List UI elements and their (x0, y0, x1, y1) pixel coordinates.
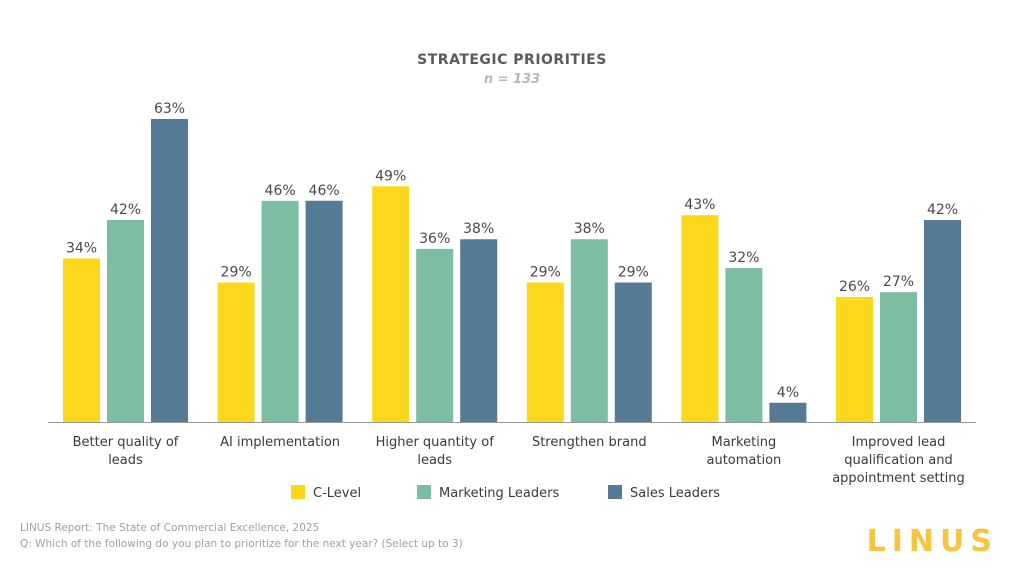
legend-label-2: Marketing Leaders (439, 486, 559, 501)
bar-4-1 (526, 282, 564, 422)
bar-6-1 (836, 296, 873, 422)
value-label-2-1: 29% (221, 265, 252, 281)
category-label-6-line-1: Improved lead (852, 435, 946, 450)
value-label-3-2: 36% (419, 231, 450, 247)
category-label-3-line-2: leads (417, 453, 452, 468)
bars-group (63, 119, 961, 422)
value-label-1-3: 63% (154, 101, 185, 117)
legend-swatch-1 (291, 485, 305, 499)
chart-title: STRATEGIC PRIORITIES (417, 52, 607, 68)
legend-swatch-3 (608, 485, 622, 499)
footer-source: LINUS Report: The State of Commercial Ex… (20, 522, 319, 534)
category-label-5-line-1: Marketing (712, 435, 777, 450)
bar-3-2 (416, 248, 454, 422)
footer-question: Q: Which of the following do you plan to… (20, 538, 463, 550)
bar-1-2 (107, 220, 144, 422)
legend: C-Level Marketing Leaders Sales Leaders (291, 485, 720, 501)
bar-2-1 (217, 282, 255, 422)
category-label-2-line-1: AI implementation (220, 435, 340, 450)
bar-2-3 (305, 200, 343, 422)
value-label-4-3: 29% (618, 265, 649, 281)
value-label-3-3: 38% (463, 221, 494, 237)
value-label-4-2: 38% (574, 221, 605, 237)
bar-4-2 (570, 239, 608, 422)
value-label-2-3: 46% (309, 183, 340, 199)
bar-1-1 (63, 258, 100, 422)
value-label-5-1: 43% (684, 197, 715, 213)
legend-label-3: Sales Leaders (630, 486, 720, 501)
value-label-5-2: 32% (728, 250, 759, 266)
category-label-4-line-1: Strengthen brand (532, 435, 647, 450)
bar-6-3 (924, 220, 961, 422)
bar-4-3 (614, 282, 652, 422)
legend-label-1: C-Level (313, 486, 361, 501)
value-label-3-1: 49% (375, 168, 406, 184)
bar-3-1 (372, 186, 410, 422)
value-label-1-1: 34% (66, 240, 97, 256)
value-label-2-2: 46% (265, 183, 296, 199)
legend-swatch-2 (417, 485, 431, 499)
category-label-1-line-1: Better quality of (73, 435, 179, 450)
bar-1-3 (151, 119, 188, 422)
category-label-5-line-2: automation (707, 453, 782, 468)
value-label-6-2: 27% (883, 274, 914, 290)
category-label-6-line-2: qualification and (844, 453, 952, 468)
value-label-1-2: 42% (110, 202, 141, 218)
bar-5-1 (681, 215, 719, 422)
category-label-3-line-1: Higher quantity of (376, 435, 495, 450)
bar-5-2 (725, 268, 763, 422)
bar-2-2 (261, 200, 299, 422)
category-label-6-line-3: appointment setting (832, 471, 965, 486)
bar-6-2 (880, 292, 917, 422)
bar-3-3 (460, 239, 498, 422)
value-label-4-1: 29% (530, 265, 561, 281)
linus-logo: LINUS (867, 524, 998, 559)
value-label-6-1: 26% (839, 279, 870, 295)
value-label-6-3: 42% (927, 202, 958, 218)
category-label-1-line-2: leads (108, 453, 143, 468)
value-labels-group: 34% 42% 63% 29% 46% 46% 49% 36% 38% 29% 38% 29% 43% 3… (66, 101, 958, 401)
category-labels-group: Better quality of leads AI implementation H… (73, 435, 965, 486)
value-label-5-3: 4% (777, 385, 799, 401)
bar-5-3 (769, 402, 807, 422)
chart-subtitle: n = 133 (484, 72, 540, 87)
